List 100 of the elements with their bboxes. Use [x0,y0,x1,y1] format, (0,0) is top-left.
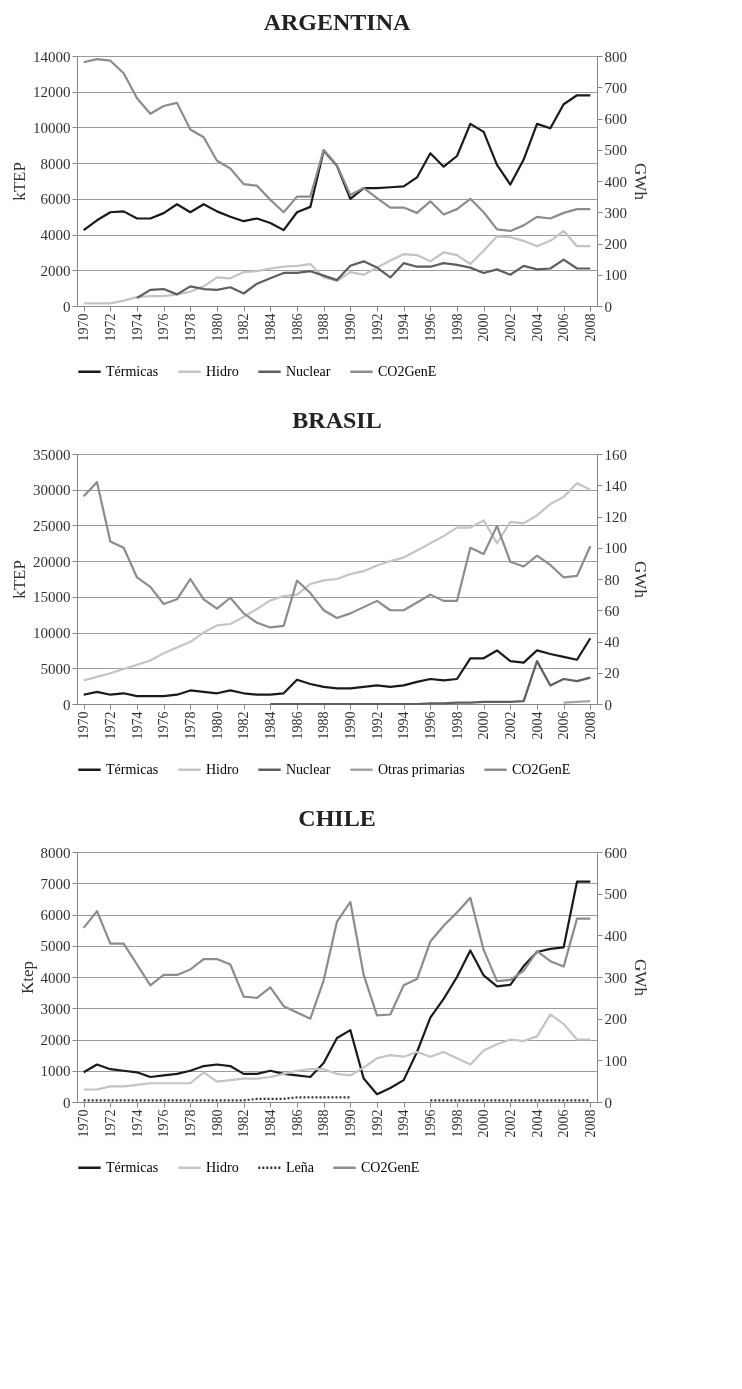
x-tick-label: 1998 [449,1109,465,1138]
y2-tick-label: 700 [604,79,627,96]
x-tick-label: 1982 [236,711,252,740]
y-tick-label: 6000 [40,907,71,923]
x-tick-label: 1988 [316,1109,332,1138]
y-tick-label: 4000 [40,969,71,986]
x-tick-label: 2000 [476,711,492,740]
y2-tick-label: 100 [604,1052,627,1069]
y-tick-label: 5000 [40,938,71,955]
line-series [135,258,592,300]
y-tick-label: 7000 [40,875,71,892]
x-tick-label: 1988 [316,313,332,342]
x-tick-label: 1988 [316,711,332,740]
y-axis-title: kTEP [10,162,29,201]
y2-tick-label: 0 [604,1094,612,1111]
legend-label: CO2GenE [512,761,571,777]
x-tick-label: 1980 [209,313,225,342]
y2-tick-label: 0 [604,696,612,713]
y2-tick-label: 140 [604,477,627,494]
legend-label: CO2GenE [378,363,437,379]
x-tick-label: 2004 [529,1109,545,1138]
x-tick-label: 1992 [369,1109,385,1138]
x-tick-label: 1978 [182,313,198,342]
chart-title: BRASIL [292,407,382,433]
y-tick-label: 25000 [33,517,71,534]
line-series [82,482,592,682]
legend-label: CO2GenE [361,1159,420,1175]
x-tick-label: 1992 [369,313,385,342]
y2-tick-label: 300 [604,969,627,986]
x-tick-label: 2000 [476,313,492,342]
y2-tick-label: 60 [604,602,620,619]
x-tick-label: 1984 [262,313,278,342]
y2-tick-label: 40 [604,634,620,650]
x-tick-label: 1982 [236,313,252,342]
y2-tick-label: 0 [604,298,612,315]
y2-axis-title: GWh [631,561,650,599]
y-tick-label: 0 [63,1094,71,1111]
y2-tick-label: 300 [604,204,627,221]
x-tick-label: 1980 [209,1109,225,1138]
x-tick-label: 1992 [369,711,385,740]
x-tick-label: 1984 [262,1109,278,1138]
x-tick-label: 2002 [502,1109,518,1138]
legend-label: Nuclear [286,761,331,777]
y2-tick-label: 500 [604,886,627,903]
x-tick-label: 1994 [396,1109,412,1138]
x-tick-label: 1974 [129,711,145,740]
legend-label: Térmicas [106,761,159,777]
legend-label: Leña [286,1159,315,1175]
y2-tick-label: 400 [604,173,627,190]
y-tick-label: 4000 [40,227,71,244]
y2-tick-label: 80 [604,571,620,588]
line-series [82,481,592,629]
x-tick-label: 2008 [582,313,598,342]
y2-tick-label: 200 [604,1011,627,1028]
legend-label: Térmicas [106,1159,159,1175]
x-tick-label: 1974 [129,1109,145,1138]
x-tick-label: 1970 [76,1109,92,1138]
x-tick-label: 1980 [209,711,225,740]
x-tick-label: 2006 [556,711,572,740]
x-tick-label: 1976 [156,313,172,342]
x-tick-label: 1986 [289,711,305,740]
x-tick-label: 2008 [582,1109,598,1138]
y2-tick-label: 100 [604,540,627,557]
y2-axis-title: GWh [631,959,650,997]
x-tick-label: 1972 [102,711,118,740]
x-tick-label: 2002 [502,313,518,342]
y-tick-label: 10000 [33,625,71,642]
legend-label: Hidro [206,363,239,379]
x-tick-label: 1998 [449,313,465,342]
y-tick-label: 15000 [33,589,71,606]
x-tick-label: 1974 [129,313,145,342]
y2-tick-label: 160 [604,446,627,463]
y-tick-label: 5000 [40,660,71,677]
line-series [82,896,592,1020]
x-tick-label: 2006 [556,313,572,342]
line-series [82,1013,592,1091]
line-series [82,94,592,232]
y2-tick-label: 800 [604,48,627,65]
x-tick-label: 1996 [422,313,438,342]
y-tick-label: 35000 [33,446,71,463]
legend-label: Hidro [206,761,239,777]
line-series [269,660,592,706]
x-tick-label: 1972 [102,313,118,342]
y-tick-label: 30000 [33,482,71,499]
x-tick-label: 2006 [556,1109,572,1138]
x-tick-label: 1994 [396,711,412,740]
y2-axis-title: GWh [631,163,650,201]
y2-tick-label: 120 [604,509,627,525]
y2-tick-label: 600 [604,844,627,861]
x-tick-label: 1990 [342,313,358,342]
y2-tick-label: 20 [604,665,620,682]
y-tick-label: 0 [63,298,71,315]
y-tick-label: 20000 [33,553,71,570]
legend-label: Térmicas [106,363,159,379]
x-tick-label: 1978 [182,711,198,740]
x-tick-label: 2004 [529,313,545,342]
x-tick-label: 1990 [342,1109,358,1138]
x-tick-label: 1970 [76,711,92,740]
y-tick-label: 2000 [40,262,71,279]
x-tick-label: 2008 [582,711,598,740]
